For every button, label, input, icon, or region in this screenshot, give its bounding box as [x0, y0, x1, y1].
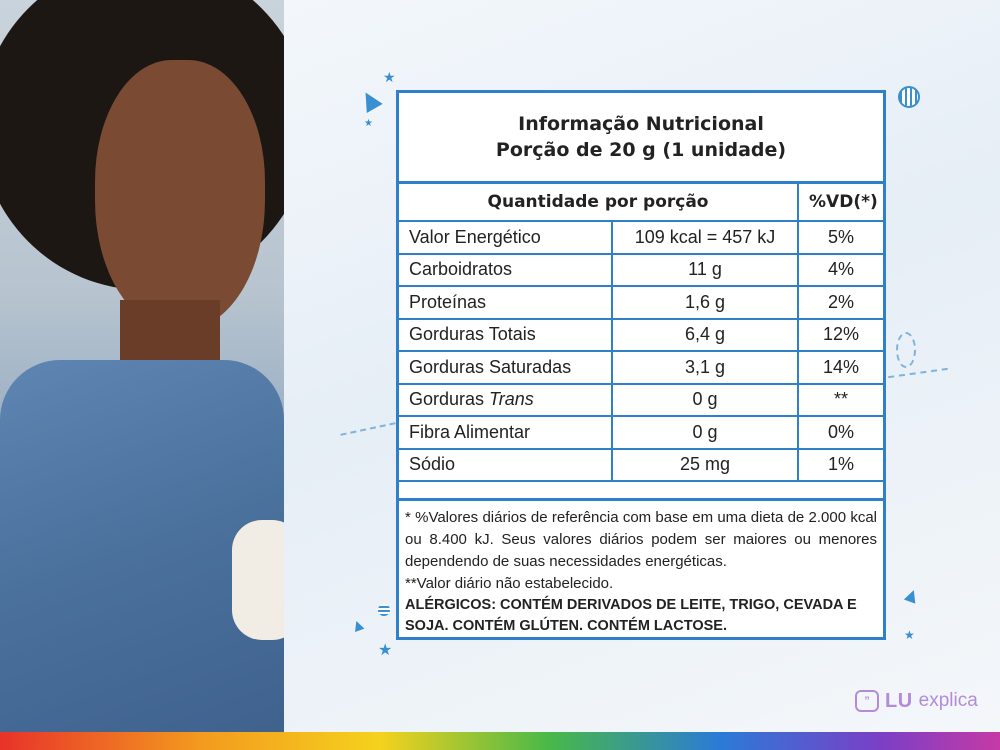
table-row: Sódio 25 mg 1%	[399, 447, 884, 482]
table-row: Proteínas 1,6 g 2%	[399, 285, 884, 320]
table-row: Valor Energético 109 kcal = 457 kJ 5%	[399, 220, 884, 255]
table-row: Gorduras Trans 0 g **	[399, 382, 884, 417]
table-row: Gorduras Saturadas 3,1 g 14%	[399, 350, 884, 385]
nutrient-vd: 1%	[797, 447, 884, 482]
column-header-quantity: Quantidade por porção	[399, 184, 800, 222]
nutrient-name: Proteínas	[399, 285, 613, 320]
lu-explica-logo: ” LU explica	[855, 688, 978, 714]
logo-lu-text: LU	[885, 689, 913, 712]
speech-bubble-icon: ”	[855, 690, 879, 712]
swirl-icon	[896, 332, 916, 368]
nutrient-amount: 3,1 g	[610, 350, 800, 385]
footnotes: * %Valores diários de referência com bas…	[399, 498, 883, 637]
nutrient-amount: 6,4 g	[610, 317, 800, 352]
table-row: Fibra Alimentar 0 g 0%	[399, 415, 884, 450]
table-row: Carboidratos 11 g 4%	[399, 252, 884, 287]
photo-bottle	[232, 520, 284, 640]
nutrient-vd: 5%	[797, 220, 884, 255]
nutrient-amount: 0 g	[610, 415, 800, 450]
nutrient-vd: 12%	[797, 317, 884, 352]
table-header-row: Quantidade por porção %VD(*)	[399, 184, 884, 222]
logo-explica-text: explica	[918, 690, 978, 711]
column-header-vd: %VD(*)	[797, 184, 884, 222]
star-icon: ★	[904, 628, 915, 642]
star-icon: ★	[383, 70, 396, 86]
nutrition-facts-panel: Informação Nutricional Porção de 20 g (1…	[396, 90, 886, 640]
nutrient-vd: 14%	[797, 350, 884, 385]
nutrient-amount: 11 g	[610, 252, 800, 287]
nutrition-title: Informação Nutricional Porção de 20 g (1…	[399, 93, 883, 184]
nutrient-amount: 109 kcal = 457 kJ	[610, 220, 800, 255]
nutrient-name: Gorduras Trans	[399, 382, 613, 417]
striped-ball-icon	[898, 86, 920, 108]
nutrient-name: Gorduras Saturadas	[399, 350, 613, 385]
nutrient-vd: **	[797, 382, 884, 417]
nutrient-vd: 4%	[797, 252, 884, 287]
not-established-note: **Valor diário não estabelecido.	[405, 575, 614, 592]
nutrient-name: Valor Energético	[399, 220, 613, 255]
nutrition-table: Quantidade por porção %VD(*) Valor Energ…	[399, 184, 884, 482]
nutrient-name: Fibra Alimentar	[399, 415, 613, 450]
reference-note: * %Valores diários de referência com bas…	[405, 509, 877, 570]
striped-ball-icon	[378, 604, 390, 616]
nutrient-vd: 2%	[797, 285, 884, 320]
nutrient-name: Sódio	[399, 447, 613, 482]
table-row: Gorduras Totais 6,4 g 12%	[399, 317, 884, 352]
rainbow-bar	[0, 732, 1000, 750]
photo-face	[95, 60, 265, 330]
nutrient-name: Gorduras Totais	[399, 317, 613, 352]
product-photo-woman	[0, 0, 284, 732]
nutrient-amount: 1,6 g	[610, 285, 800, 320]
nutrient-amount: 0 g	[610, 382, 800, 417]
star-icon: ★	[364, 118, 373, 129]
title-line: Informação Nutricional	[518, 113, 764, 135]
star-icon: ★	[378, 640, 393, 659]
serving-size: Porção de 20 g (1 unidade)	[495, 139, 787, 161]
nutrient-vd: 0%	[797, 415, 884, 450]
allergen-warning: ALÉRGICOS: CONTÉM DERIVADOS DE LEITE, TR…	[405, 597, 857, 634]
nutrient-name: Carboidratos	[399, 252, 613, 287]
nutrient-amount: 25 mg	[610, 447, 800, 482]
